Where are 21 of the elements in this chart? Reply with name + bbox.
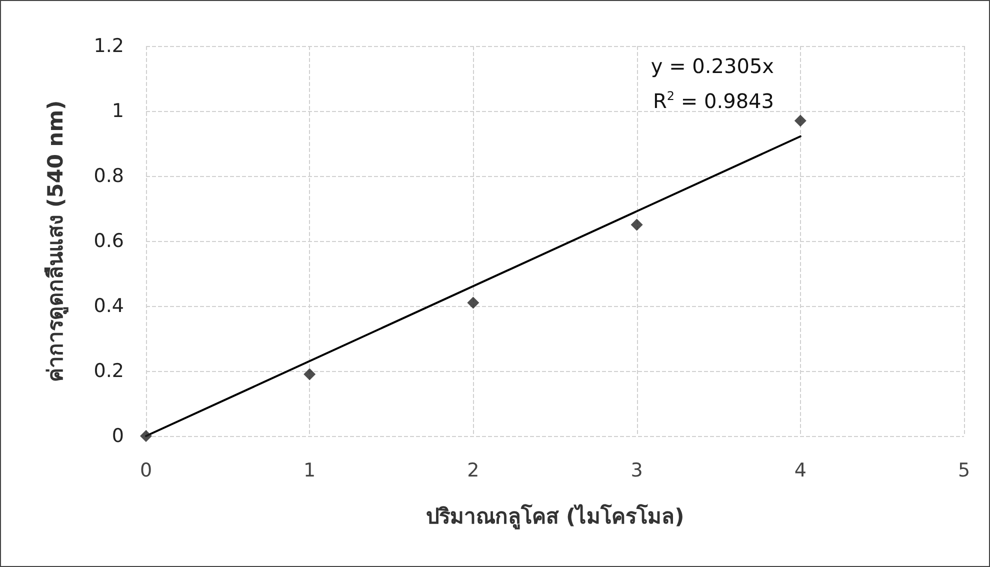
y-axis-title: ค่าการดูดกลืนแสง (540 nm) [44, 100, 70, 382]
x-tick-label: 3 [630, 460, 643, 482]
y-tick-label: 0.4 [94, 295, 124, 317]
annotation: y = 0.2305x [650, 54, 774, 78]
y-tick-label: 0.8 [94, 165, 124, 187]
point [467, 296, 480, 309]
point [304, 368, 316, 380]
x-tick-label: 0 [140, 460, 152, 482]
point [140, 430, 152, 442]
x-tick-label: 1 [304, 460, 316, 482]
x-tick-label: 2 [467, 460, 480, 482]
x-tick-label: 4 [794, 460, 806, 482]
y-tick-label: 1.2 [94, 35, 124, 57]
x-axis-title: ปริมาณกลูโคส (ไมโครโมล) [426, 504, 684, 530]
y-tick-label: 0.6 [94, 230, 124, 252]
y-tick-label: 0 [112, 425, 124, 447]
y-tick-label: 0.2 [94, 360, 124, 382]
point [630, 218, 643, 231]
y-tick-label: 1 [112, 100, 124, 122]
x-tick-label: 5 [958, 460, 970, 482]
point [794, 114, 806, 127]
